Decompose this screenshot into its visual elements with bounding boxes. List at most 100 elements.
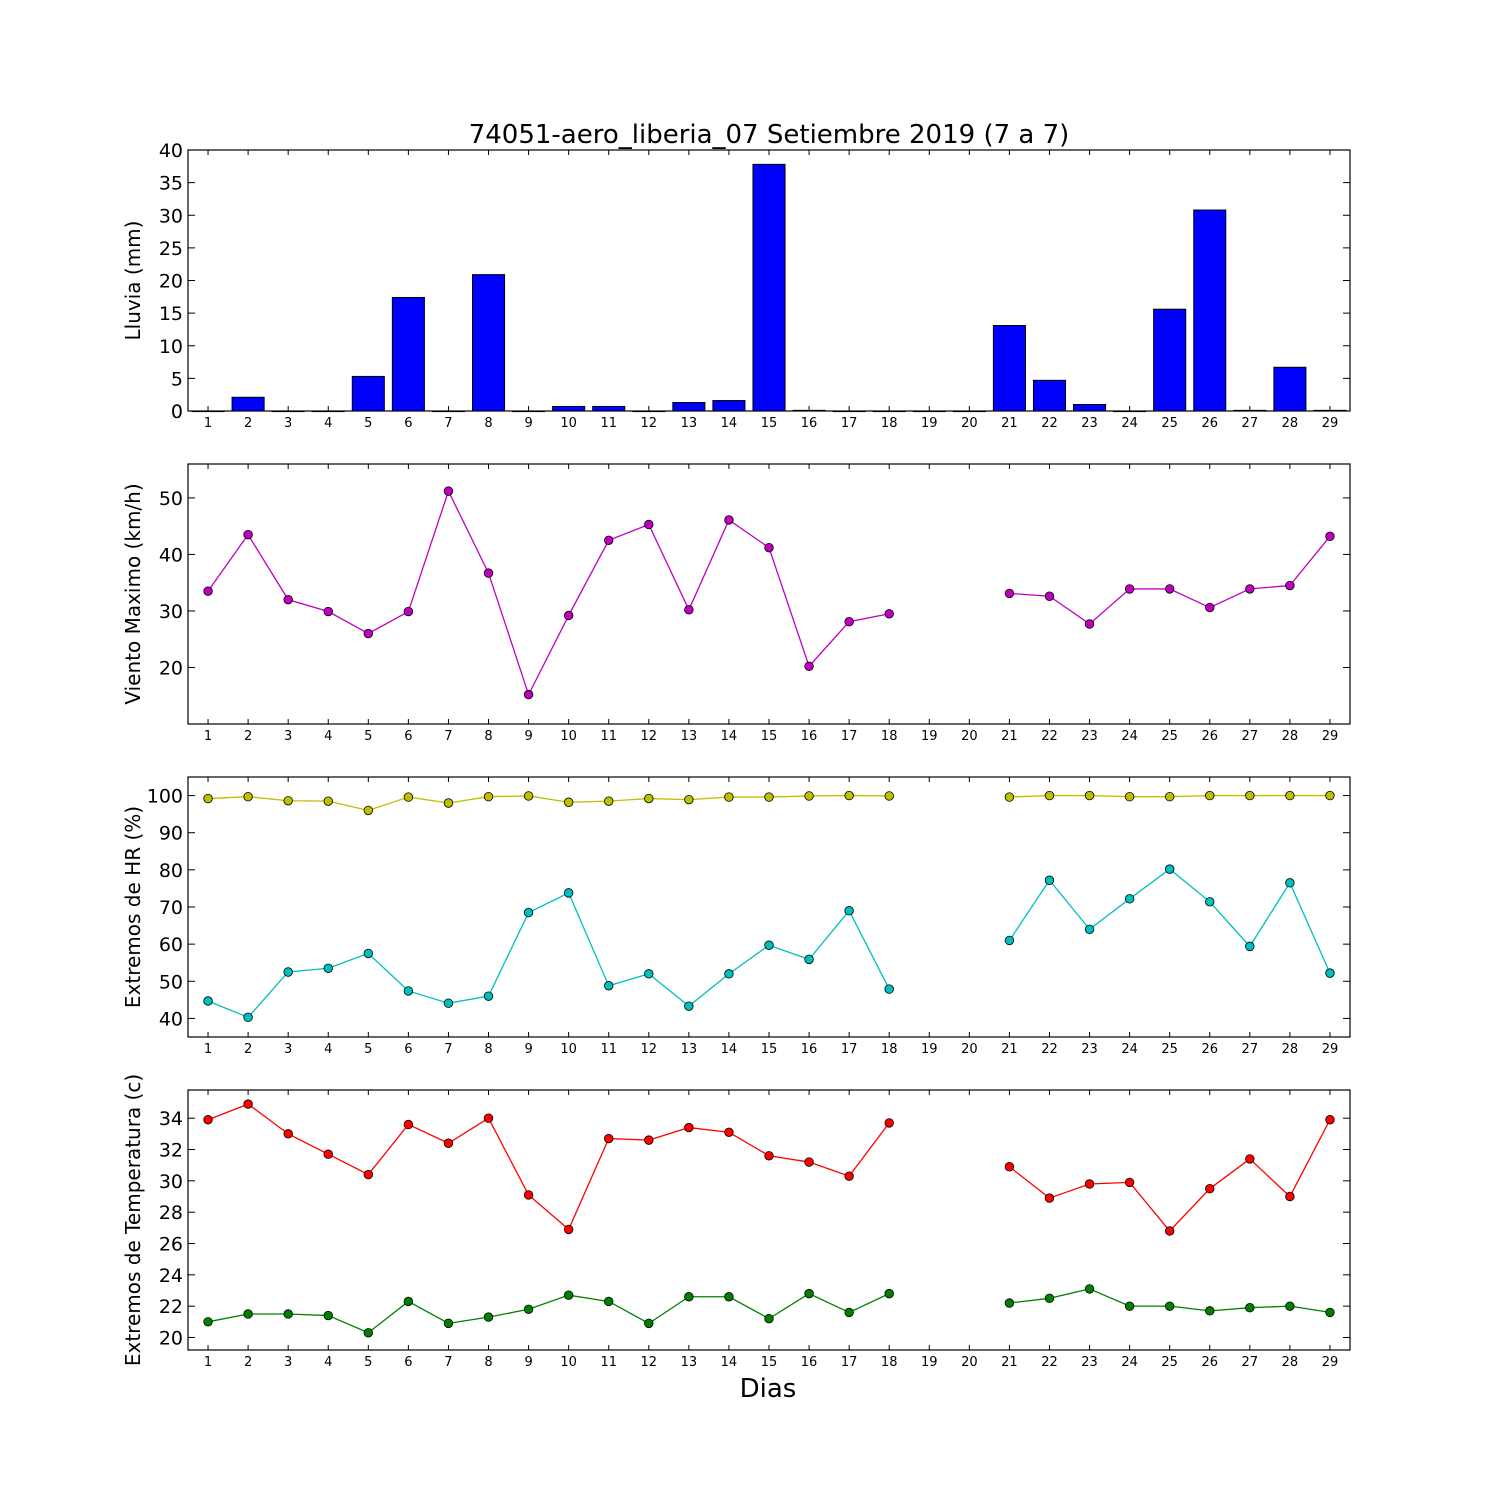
data-point bbox=[403, 792, 414, 802]
x-tick-label: 2 bbox=[244, 729, 252, 744]
data-point bbox=[563, 797, 574, 807]
data-point bbox=[1325, 1115, 1335, 1125]
x-tick-label: 26 bbox=[1201, 1355, 1218, 1370]
data-point bbox=[1084, 924, 1095, 934]
bar bbox=[632, 410, 666, 413]
x-tick-label: 14 bbox=[721, 729, 738, 744]
x-tick-label: 2 bbox=[244, 1355, 252, 1370]
data-point bbox=[1084, 1284, 1095, 1294]
x-tick-label: 28 bbox=[1282, 1355, 1299, 1370]
bar bbox=[391, 296, 425, 412]
bar bbox=[271, 410, 305, 413]
x-tick-label: 9 bbox=[524, 729, 532, 744]
data-point bbox=[804, 1157, 814, 1167]
x-tick-label: 15 bbox=[761, 729, 778, 744]
x-tick-label: 3 bbox=[284, 416, 292, 431]
data-point bbox=[764, 1151, 774, 1161]
data-point bbox=[203, 793, 213, 804]
x-tick-label: 12 bbox=[641, 1355, 658, 1370]
x-tick-label: 8 bbox=[484, 1042, 492, 1057]
x-tick-label: 22 bbox=[1041, 1355, 1058, 1370]
data-point bbox=[523, 1304, 534, 1314]
x-tick-label: 1 bbox=[204, 1042, 212, 1057]
y-tick-label: 28 bbox=[159, 1202, 183, 1224]
series-line-2 bbox=[207, 1292, 890, 1334]
data-point bbox=[363, 805, 374, 816]
data-point bbox=[323, 1149, 333, 1159]
bar bbox=[872, 410, 906, 413]
bar bbox=[1273, 366, 1307, 412]
x-tick-label: 10 bbox=[560, 1042, 577, 1057]
x-tick-label: 16 bbox=[801, 729, 818, 744]
x-tick-label: 17 bbox=[841, 416, 858, 431]
data-point bbox=[483, 791, 494, 802]
x-tick-label: 17 bbox=[841, 1042, 858, 1057]
x-tick-label: 23 bbox=[1081, 1355, 1098, 1370]
data-point bbox=[1205, 1183, 1215, 1194]
data-point bbox=[1004, 792, 1015, 802]
y-tick-label: 40 bbox=[159, 544, 183, 566]
data-point bbox=[403, 1119, 414, 1130]
x-tick-label: 7 bbox=[444, 1355, 452, 1370]
bar bbox=[752, 163, 786, 412]
x-tick-label: 7 bbox=[444, 1042, 452, 1057]
data-point bbox=[684, 794, 694, 805]
x-tick-label: 6 bbox=[404, 729, 412, 744]
x-tick-label: 29 bbox=[1322, 1355, 1339, 1370]
bar bbox=[992, 325, 1026, 412]
data-point bbox=[884, 1288, 894, 1299]
x-tick-label: 16 bbox=[801, 416, 818, 431]
y-tick-label: 35 bbox=[159, 173, 183, 195]
x-tick-label: 2 bbox=[244, 1042, 252, 1057]
bar bbox=[311, 410, 345, 413]
data-point bbox=[523, 907, 534, 918]
bar bbox=[471, 274, 506, 412]
x-tick-label: 12 bbox=[641, 1042, 658, 1057]
data-point bbox=[764, 792, 774, 802]
data-point bbox=[1285, 1191, 1295, 1202]
data-point bbox=[1325, 968, 1335, 978]
data-point bbox=[1044, 1193, 1055, 1203]
bar bbox=[912, 410, 946, 413]
x-tick-label: 27 bbox=[1242, 416, 1259, 431]
x-tick-label: 17 bbox=[841, 729, 858, 744]
data-point bbox=[724, 792, 734, 802]
y-tick-label: 60 bbox=[159, 934, 183, 956]
data-point bbox=[764, 542, 774, 553]
data-point bbox=[1044, 591, 1055, 601]
data-point bbox=[283, 796, 293, 806]
data-point bbox=[1164, 864, 1175, 874]
data-point bbox=[563, 1290, 574, 1300]
x-tick-label: 15 bbox=[761, 1042, 778, 1057]
data-point bbox=[644, 519, 654, 530]
data-point bbox=[1325, 1307, 1335, 1318]
data-point bbox=[644, 969, 654, 979]
x-tick-label: 9 bbox=[524, 1355, 532, 1370]
data-point bbox=[804, 791, 814, 801]
data-point bbox=[203, 1317, 213, 1327]
x-tick-label: 16 bbox=[801, 1355, 818, 1370]
x-tick-label: 29 bbox=[1322, 416, 1339, 431]
data-point bbox=[443, 486, 454, 496]
series-line-1 bbox=[207, 489, 890, 697]
x-tick-label: 21 bbox=[1001, 1355, 1018, 1370]
x-tick-label: 22 bbox=[1041, 416, 1058, 431]
data-point bbox=[1245, 941, 1255, 952]
x-tick-label: 12 bbox=[641, 416, 658, 431]
data-point bbox=[1285, 878, 1295, 888]
x-tick-label: 24 bbox=[1121, 1355, 1138, 1370]
bar bbox=[512, 410, 546, 413]
data-point bbox=[363, 948, 374, 959]
data-point bbox=[323, 796, 333, 806]
y-tick-label: 30 bbox=[159, 205, 183, 227]
x-tick-label: 8 bbox=[484, 729, 492, 744]
x-tick-label: 4 bbox=[324, 1355, 332, 1370]
data-point bbox=[804, 1288, 814, 1299]
data-point bbox=[1004, 935, 1015, 946]
data-point bbox=[844, 790, 854, 801]
x-tick-label: 1 bbox=[204, 1355, 212, 1370]
bar bbox=[231, 396, 265, 412]
data-point bbox=[1245, 584, 1255, 594]
x-tick-label: 14 bbox=[721, 1042, 738, 1057]
y-tick-label: 40 bbox=[159, 1008, 183, 1030]
